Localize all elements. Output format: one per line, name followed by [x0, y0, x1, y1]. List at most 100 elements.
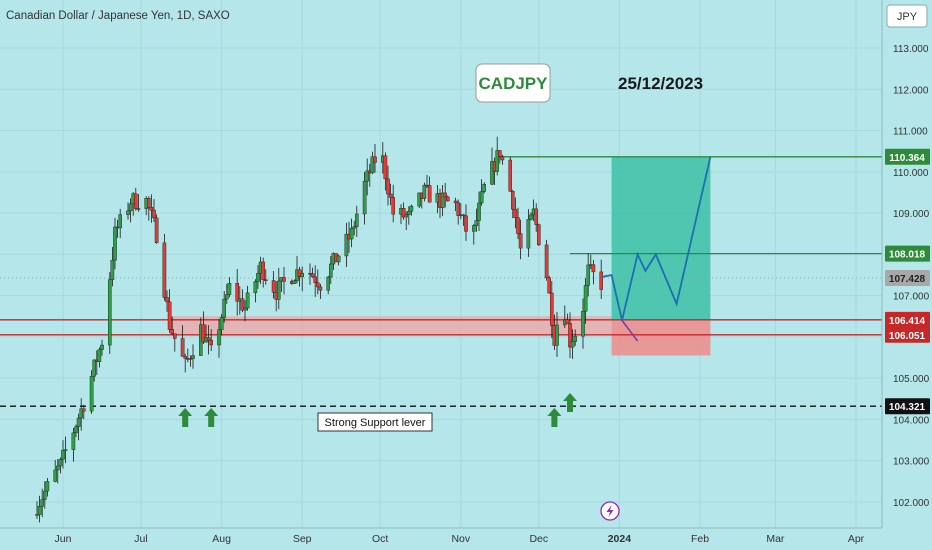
candle-body	[154, 217, 159, 244]
candle	[544, 239, 549, 281]
candle-body	[313, 276, 318, 283]
price-label-bg	[885, 245, 930, 262]
up-arrow-icon	[547, 408, 562, 427]
candle-body	[482, 184, 487, 192]
support-label-box: Strong Support lever	[317, 412, 433, 432]
price-tick-label: 110.000	[893, 168, 929, 179]
time-axis-ticks: Jun Jul Aug Sep Oct Nov Dec 2024 Feb Mar Apr	[55, 533, 865, 545]
candle-body	[498, 150, 502, 157]
candle	[490, 147, 494, 186]
candle	[113, 217, 117, 270]
candle-body	[133, 193, 138, 209]
candle-body	[209, 339, 214, 346]
candle	[282, 267, 286, 295]
lightning-icon[interactable]	[600, 501, 620, 521]
candle	[100, 339, 104, 356]
candle-body	[464, 215, 468, 232]
candle-body	[245, 292, 250, 309]
candle	[310, 267, 315, 278]
candle	[383, 152, 388, 191]
candle-body	[162, 242, 167, 298]
candle	[110, 247, 115, 287]
time-tick-label: Dec	[529, 533, 548, 545]
candle-body	[167, 301, 172, 330]
candle	[219, 314, 224, 336]
candle	[565, 313, 570, 324]
time-tick-label: 2024	[608, 533, 632, 545]
price-label-text: 108.018	[889, 250, 926, 261]
candle	[318, 283, 323, 299]
candle-body	[490, 161, 494, 185]
candle-body	[461, 214, 466, 217]
price-label-green: 108.018	[885, 245, 930, 262]
candle	[209, 329, 214, 352]
candle-body	[110, 259, 115, 280]
candle-body	[573, 335, 577, 342]
candle-body	[219, 317, 224, 330]
candle-body	[136, 208, 141, 210]
candle	[336, 254, 341, 266]
candle	[446, 195, 450, 202]
chart-title: Canadian Dollar / Japanese Yen, 1D, SAXO	[6, 10, 230, 22]
candle	[183, 353, 188, 373]
candle-body	[570, 341, 575, 348]
candle	[61, 440, 65, 469]
candle	[146, 196, 151, 221]
price-axis-panel	[882, 0, 932, 528]
candle	[477, 191, 481, 232]
arrows-layer	[178, 393, 577, 427]
candle-body	[61, 449, 65, 460]
candle-body	[89, 376, 94, 412]
price-label-gray: 107.428	[885, 269, 930, 286]
candle-body	[409, 205, 414, 212]
candle-body	[152, 209, 156, 219]
candle-body	[443, 192, 448, 198]
candle-body	[401, 208, 406, 218]
candles-layer	[35, 136, 603, 523]
price-label-bg	[885, 148, 930, 165]
price-tick-label: 112.000	[893, 85, 929, 96]
candle-body	[165, 297, 169, 303]
candle-body	[370, 156, 375, 174]
up-arrow-icon	[563, 393, 577, 412]
candle	[365, 158, 370, 196]
candle	[74, 424, 78, 438]
candle	[188, 355, 193, 367]
candle-body	[271, 280, 276, 293]
candle	[316, 269, 320, 295]
candle	[453, 197, 458, 212]
up-arrow-icon	[178, 408, 193, 427]
candle-body	[261, 261, 266, 280]
candle	[162, 233, 167, 301]
candle-body	[43, 490, 47, 500]
candle	[35, 501, 39, 519]
time-tick-label: Feb	[691, 533, 709, 545]
candle	[529, 212, 533, 221]
price-label-red: 106.414	[885, 311, 930, 328]
candle-body	[76, 417, 81, 427]
price-label-bg	[885, 398, 930, 415]
candle	[89, 370, 94, 414]
currency-button[interactable]: JPY	[886, 4, 928, 28]
candle	[264, 269, 268, 285]
candle	[245, 285, 250, 311]
stop-zone	[611, 319, 711, 356]
candle-body	[217, 329, 221, 346]
candle	[326, 275, 331, 295]
candle-body	[349, 227, 354, 240]
candle-body	[300, 272, 305, 278]
candle-body	[547, 277, 551, 294]
candle-body	[500, 156, 505, 161]
time-tick-label: Apr	[848, 533, 865, 545]
candle	[292, 279, 297, 284]
candle	[409, 204, 414, 216]
candle-body	[188, 358, 193, 360]
candle-body	[71, 432, 76, 450]
candle	[37, 495, 42, 523]
candle-body	[599, 271, 603, 290]
candle-body	[456, 202, 461, 216]
candle-body	[544, 244, 549, 278]
candle-body	[264, 279, 268, 281]
